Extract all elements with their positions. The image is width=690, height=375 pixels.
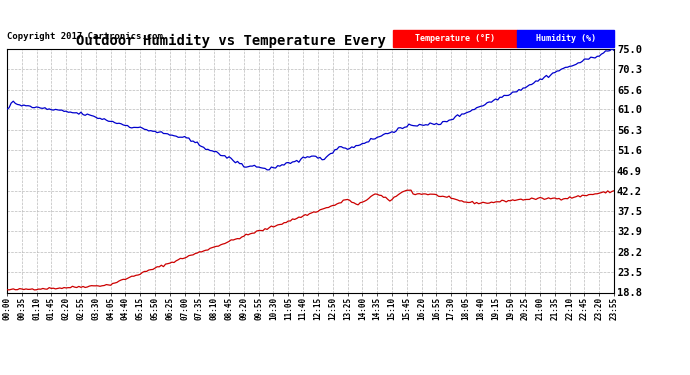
Bar [393, 30, 517, 47]
Bar [517, 30, 614, 47]
Text: Copyright 2017 Cartronics.com: Copyright 2017 Cartronics.com [7, 32, 163, 41]
Text: Temperature (°F): Temperature (°F) [415, 34, 495, 43]
Title: Outdoor Humidity vs Temperature Every 5 Minutes 20170210: Outdoor Humidity vs Temperature Every 5 … [76, 33, 545, 48]
Text: Humidity (%): Humidity (%) [535, 34, 595, 43]
